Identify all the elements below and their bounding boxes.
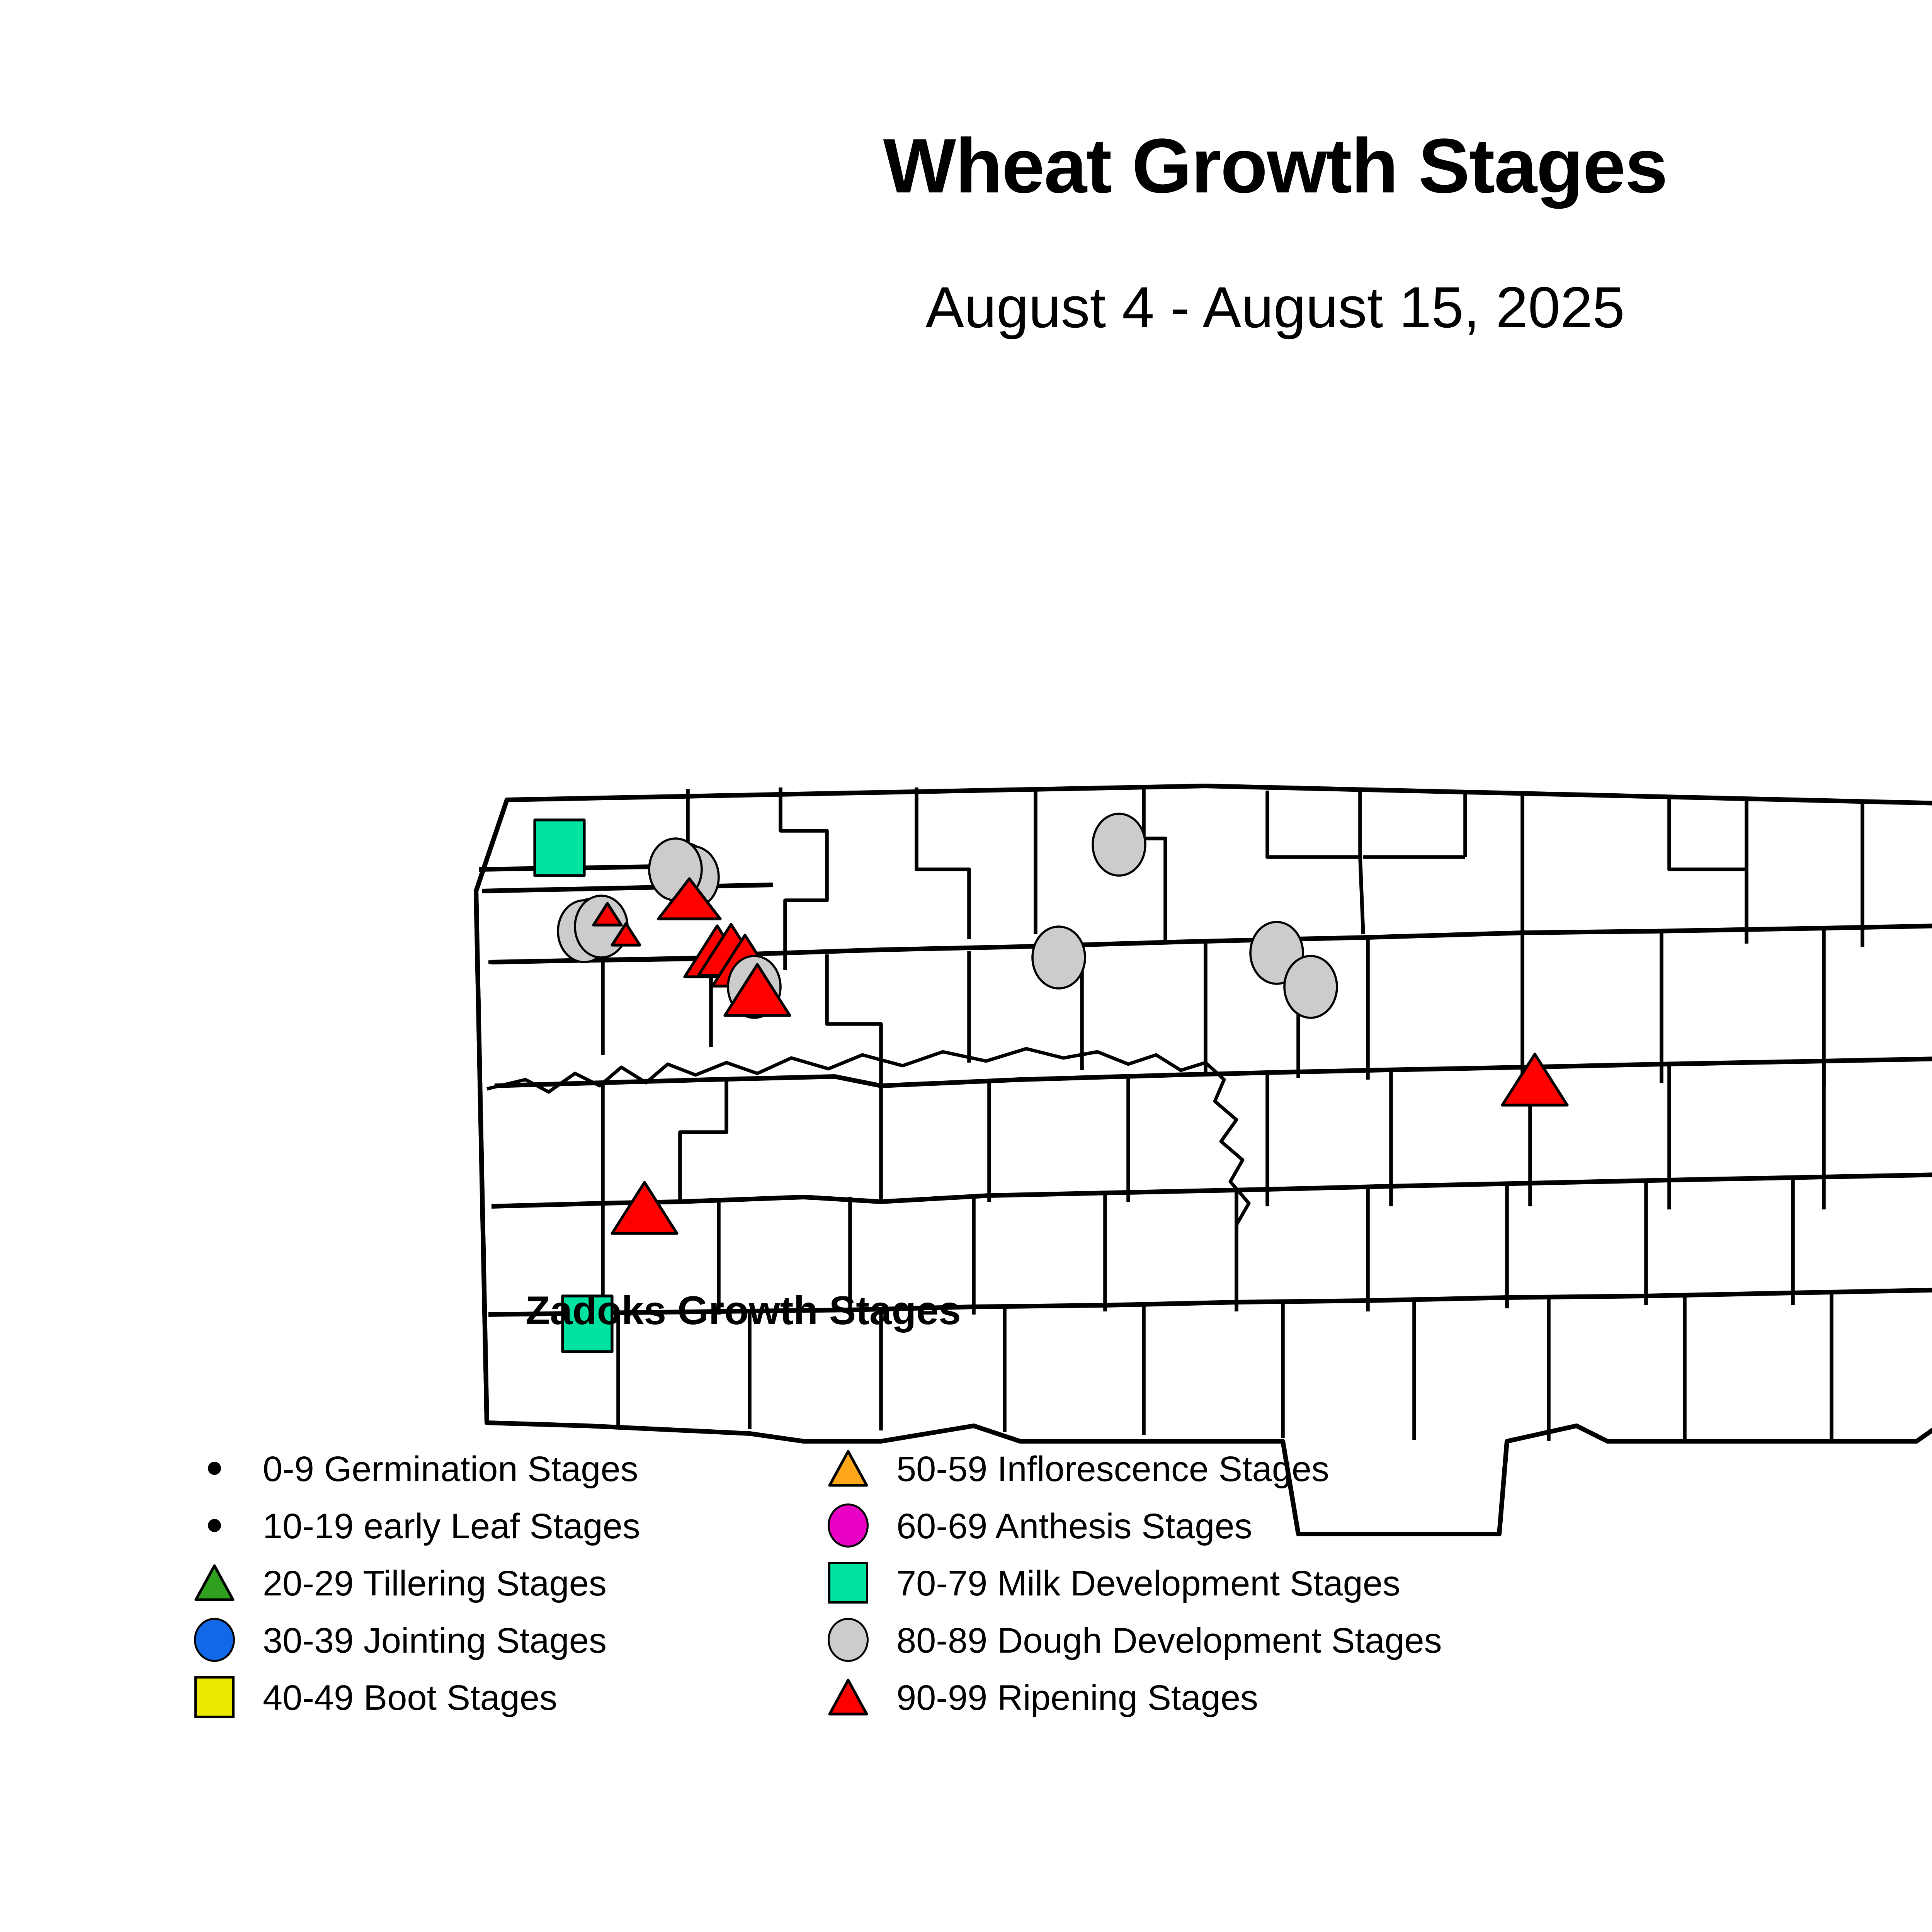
legend-item-label: 40-49 Boot Stages [263, 1678, 558, 1718]
legend-item: 20-29 Tillering Stages [185, 1556, 688, 1613]
tillering-triangle-icon [194, 1564, 235, 1601]
legend-item: 10-19 early Leaf Stages [185, 1498, 688, 1556]
legend-marker [185, 1498, 243, 1553]
legend-item-label: 20-29 Tillering Stages [263, 1564, 607, 1603]
legend-heading: Zadoks Growth Stages [526, 1288, 961, 1333]
milk-square-icon [828, 1562, 868, 1604]
ripening-triangle-icon [828, 1679, 868, 1716]
legend-item: 60-69 Anthesis Stages [819, 1498, 1553, 1556]
dough-circle-icon [828, 1618, 869, 1662]
map-marker [1501, 1053, 1569, 1107]
map-marker [592, 902, 623, 927]
map-container [216, 359, 1932, 1750]
legend-marker [819, 1441, 877, 1495]
map-marker [723, 963, 791, 1017]
map-marker [611, 922, 641, 947]
legend-item: 80-89 Dough Development Stages [819, 1613, 1553, 1670]
legend-item-label: 50-59 Inflorescence Stages [896, 1449, 1330, 1489]
map-marker [1283, 955, 1338, 1019]
anthesis-circle-icon [828, 1503, 869, 1548]
map-marker [1092, 813, 1146, 877]
county-layer [474, 784, 1932, 1536]
legend-marker [185, 1556, 243, 1610]
legend-item-label: 10-19 early Leaf Stages [263, 1507, 640, 1546]
map-marker [1031, 925, 1086, 990]
map-marker [657, 877, 722, 920]
legend-item: 0-9 Germination Stages [185, 1441, 688, 1498]
legend-item: 50-59 Inflorescence Stages [819, 1441, 1553, 1498]
jointing-circle-icon [194, 1618, 235, 1662]
map-marker [574, 895, 629, 959]
page-title: Wheat Growth Stages [883, 123, 1668, 209]
legend-marker [185, 1613, 243, 1667]
legend-item: 90-99 Ripening Stages [819, 1670, 1553, 1727]
legend-column-right: 50-59 Inflorescence Stages 60-69 Anthesis… [819, 1441, 1553, 1727]
legend-item-label: 80-89 Dough Development Stages [896, 1621, 1442, 1660]
legend-marker [185, 1670, 243, 1724]
legend-item: 40-49 Boot Stages [185, 1670, 688, 1727]
legend-marker [819, 1670, 877, 1724]
legend-item: 30-39 Jointing Stages [185, 1613, 688, 1670]
boot-square-icon [194, 1676, 235, 1718]
state-county-map [474, 784, 1932, 1536]
germination-dot-icon [208, 1462, 221, 1475]
legend-marker [185, 1441, 243, 1495]
inflorescence-triangle-icon [828, 1450, 868, 1487]
legend-item: 70-79 Milk Development Stages [819, 1556, 1553, 1613]
legend-item-label: 60-69 Anthesis Stages [896, 1507, 1252, 1546]
map-marker [533, 818, 586, 877]
legend-marker [819, 1498, 877, 1553]
legend-marker [819, 1613, 877, 1667]
map-marker [561, 1294, 614, 1353]
legend-item-label: 30-39 Jointing Stages [263, 1621, 607, 1660]
early-leaf-dot-icon [208, 1519, 221, 1532]
map-marker [611, 1181, 679, 1235]
page-subtitle: August 4 - August 15, 2025 [925, 275, 1625, 340]
legend-item-label: 70-79 Milk Development Stages [896, 1564, 1400, 1603]
marker-layer [533, 813, 1569, 1353]
legend-item-label: 0-9 Germination Stages [263, 1449, 638, 1489]
legend-item-label: 90-99 Ripening Stages [896, 1678, 1258, 1718]
legend-column-left: 0-9 Germination Stages 10-19 early Leaf S… [185, 1441, 688, 1727]
legend: Zadoks Growth Stages 0-9 Germination Sta… [162, 1287, 1553, 1718]
legend-marker [819, 1556, 877, 1610]
